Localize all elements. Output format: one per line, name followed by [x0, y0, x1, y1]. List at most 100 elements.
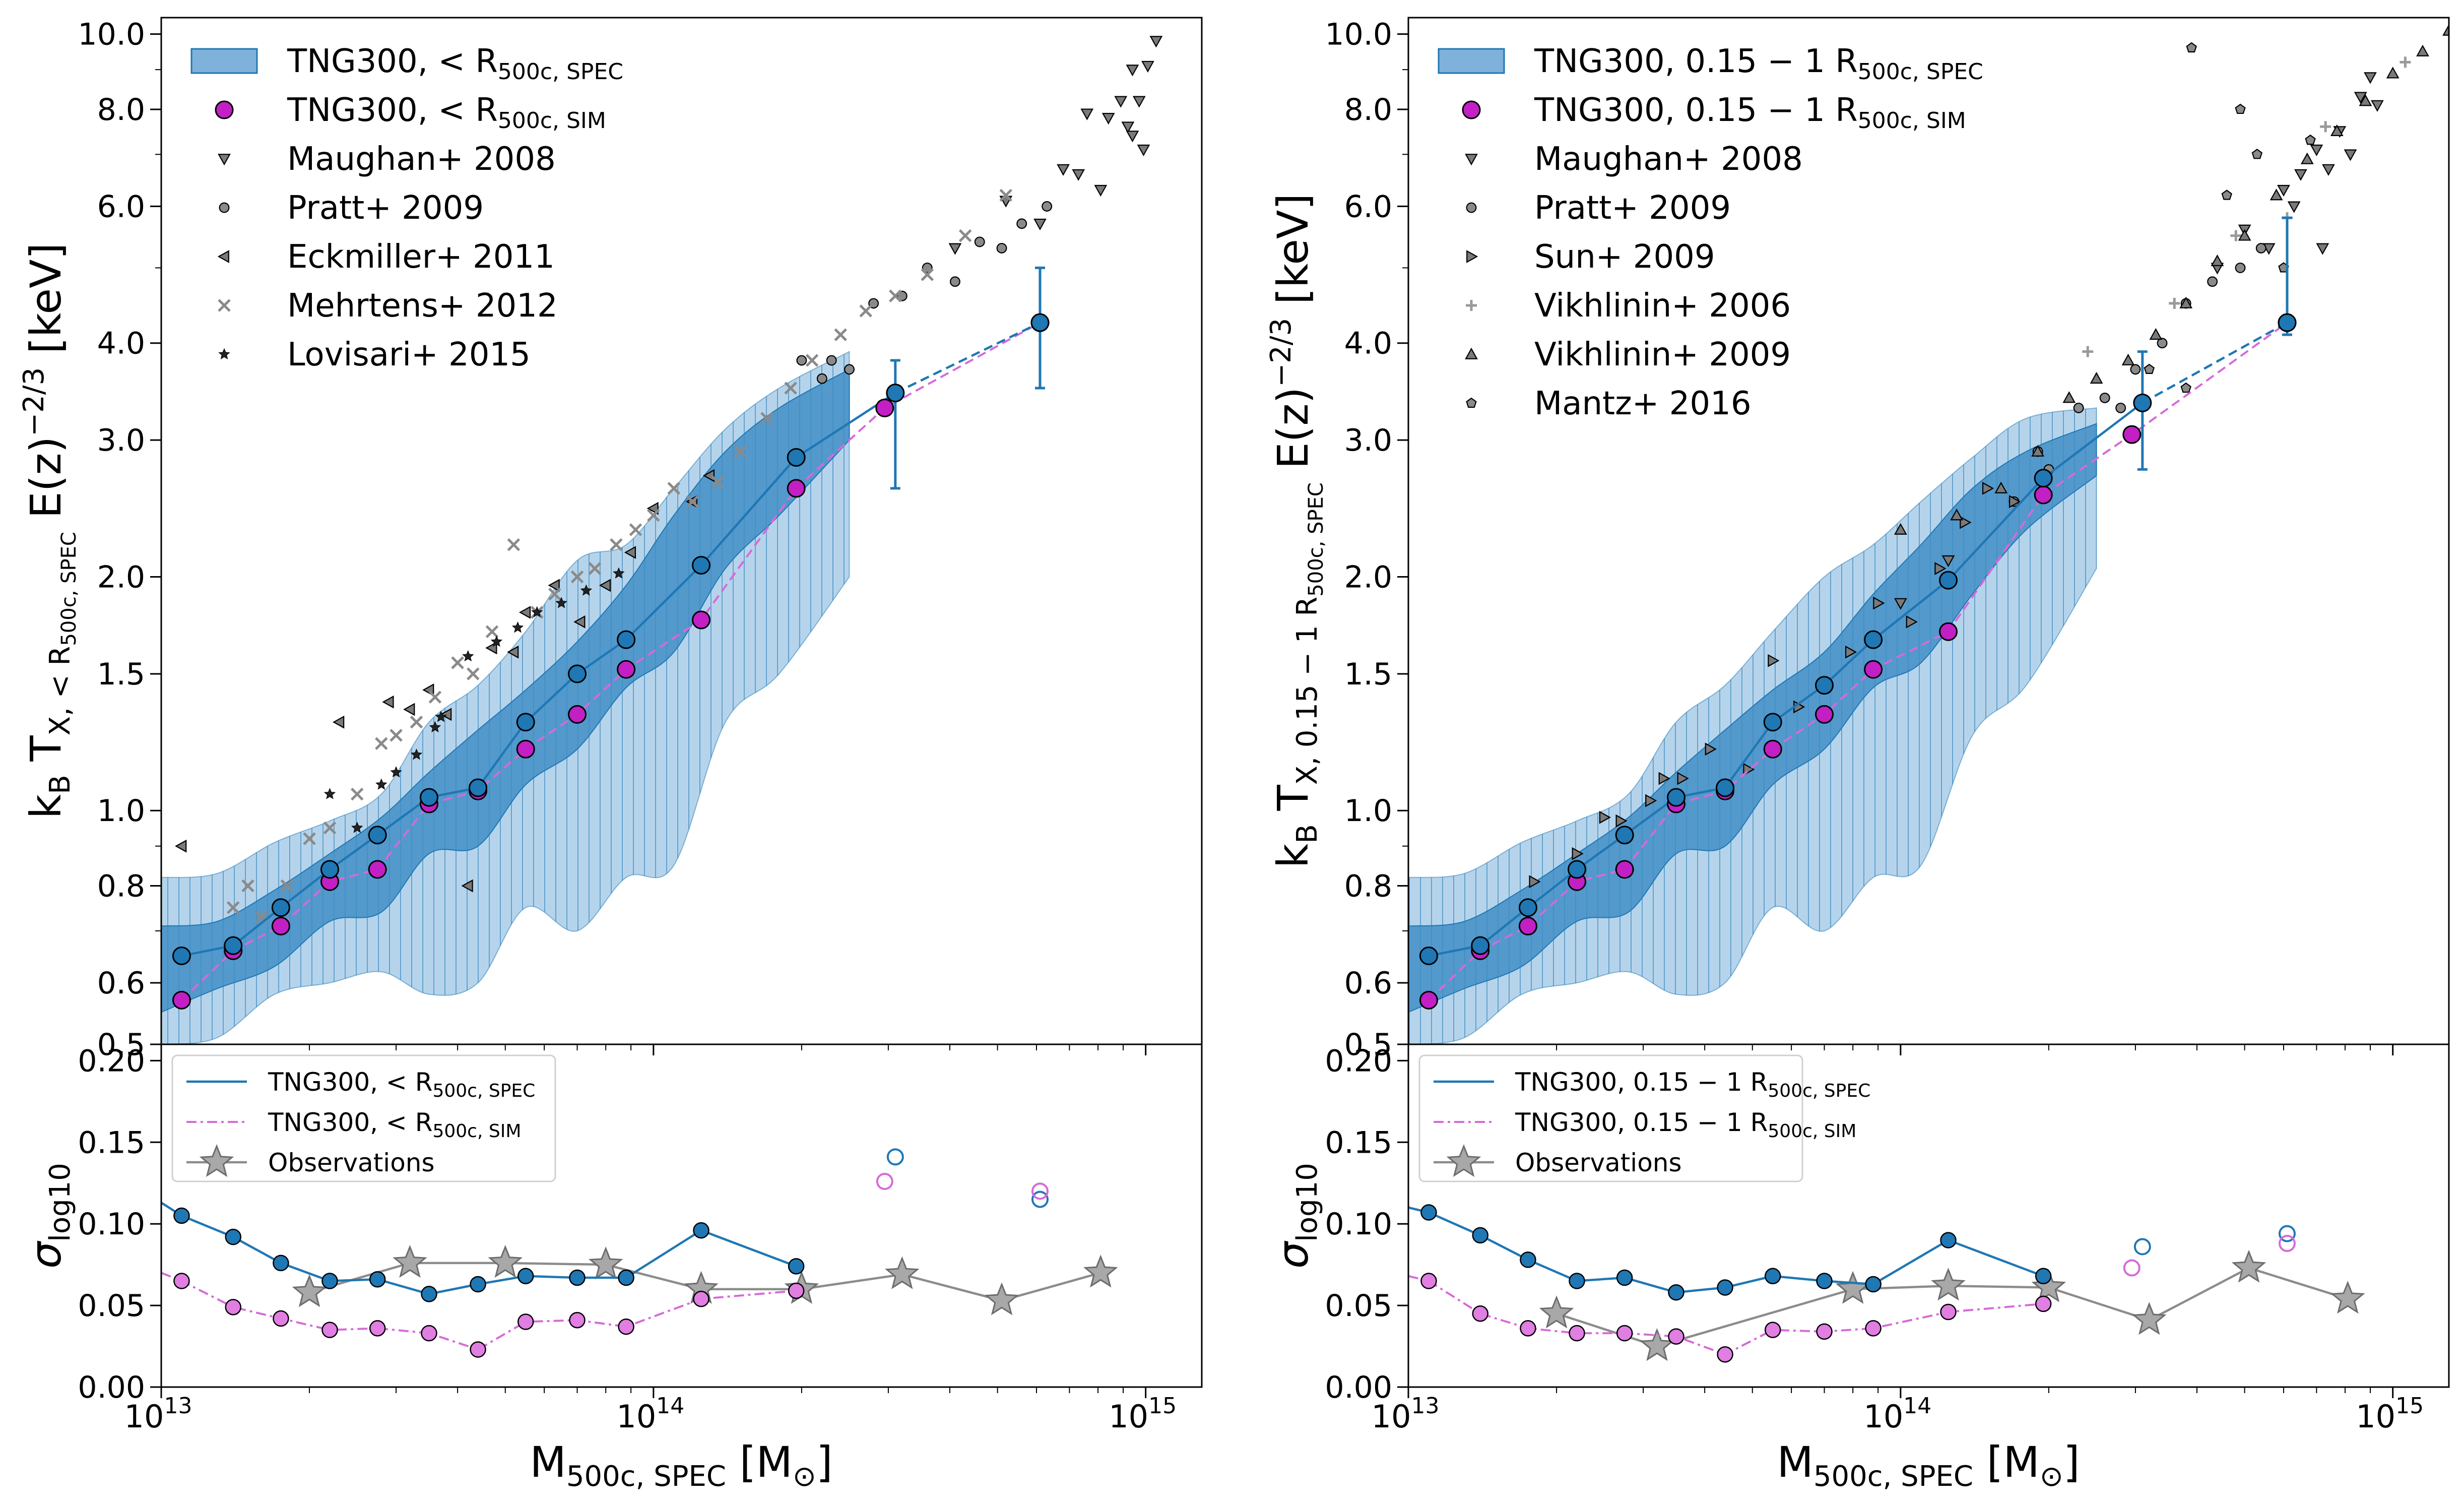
- x-tick-exp: 14: [656, 1393, 684, 1419]
- legend-text: Maughan+ 2008: [1534, 141, 1803, 178]
- obs-point: [834, 328, 848, 341]
- legend-sub: 500c, SIM: [432, 1121, 521, 1142]
- sim-scatter-point: [1940, 1303, 1957, 1321]
- x-tick-label: 1015: [1109, 1393, 1177, 1435]
- obs-point: [2359, 94, 2372, 106]
- obs-point: [1126, 131, 1139, 143]
- legend-math: < R: [438, 92, 497, 129]
- y-tick-label: 0.20: [1325, 1043, 1392, 1079]
- sim-median-point: [2034, 485, 2053, 505]
- obs-point: [610, 538, 623, 551]
- legend-math: 0.15 − 1 R: [1633, 1068, 1768, 1097]
- legend-label: TNG300, 0.15 − 1 R500c, SIM: [1534, 92, 1966, 134]
- obs-point: [1016, 218, 1027, 229]
- obs-point: [2144, 363, 2155, 374]
- obs-point: [1094, 184, 1108, 197]
- legend-marker: [1465, 154, 1478, 166]
- plot-area: [161, 1148, 1118, 1358]
- x-tick-base: 10: [1372, 1398, 1411, 1435]
- obs-point: [805, 354, 819, 367]
- obs-point: [2270, 189, 2283, 201]
- legend-marker: [219, 202, 230, 213]
- obs-point: [1572, 847, 1584, 860]
- obs-point: [889, 289, 902, 302]
- obs-point: [859, 304, 872, 318]
- legend-sim-swatch: [1462, 100, 1481, 119]
- axes-frame: [160, 1043, 1203, 1388]
- obs-point: [1149, 36, 1163, 48]
- spec-median-point: [692, 555, 711, 575]
- obs-point: [2364, 72, 2377, 84]
- obs-point: [1960, 516, 1972, 529]
- obs-point: [784, 382, 797, 395]
- x-tick-label: 1014: [616, 1393, 684, 1435]
- obs-point: [440, 708, 452, 721]
- obs-pratt-2009: [796, 201, 1053, 384]
- obs-point: [375, 778, 387, 790]
- obs-point: [175, 839, 187, 853]
- sim-scatter-point: [273, 1310, 289, 1327]
- legend-obs-star: [1446, 1144, 1481, 1177]
- observation-star: [1931, 1268, 1966, 1301]
- spec-scatter-point: [1616, 1269, 1633, 1286]
- legend-label: Vikhlinin+ 2009: [1534, 336, 1791, 373]
- obs-point: [518, 606, 531, 619]
- legend-label: Pratt+ 2009: [1534, 190, 1731, 227]
- sim-median-point: [271, 916, 290, 935]
- legend-marker: [1466, 202, 1477, 213]
- legend-label: TNG300, 0.15 − 1 R500c, SPEC: [1515, 1068, 1870, 1101]
- sim-median-point: [1864, 660, 1883, 679]
- obs-point: [2221, 190, 2232, 200]
- legend-sub: 500c, SPEC: [498, 59, 623, 85]
- obs-point: [280, 879, 294, 893]
- obs-mantz-2016: [2144, 42, 2316, 393]
- obs-point: [2320, 121, 2331, 133]
- obs-point: [435, 711, 447, 722]
- left-y-axis-label: kB TX, < R500c, SPEC E(z)−2/3 [keV]: [18, 243, 81, 819]
- obs-lovisari-2015: [323, 567, 625, 833]
- spec-median-point: [2034, 469, 2053, 488]
- legend-math: < R: [386, 1108, 433, 1137]
- sim-scatter-point: [1420, 1273, 1437, 1289]
- plot-area: [161, 36, 1163, 1044]
- legend-label: Sun+ 2009: [1534, 238, 1715, 276]
- obs-point: [826, 355, 837, 366]
- sim-scatter-point: [1816, 1323, 1833, 1340]
- y-tick-label: 6.0: [97, 189, 145, 224]
- obs-point: [1894, 523, 1907, 535]
- obs-point: [2322, 164, 2335, 176]
- obs-point: [226, 901, 240, 914]
- spec-scatter-point: [618, 1269, 634, 1286]
- legend-label: Vikhlinin+ 2006: [1534, 287, 1791, 325]
- spec-scatter-point: [1420, 1204, 1437, 1221]
- spec-scatter-point: [2035, 1268, 2052, 1285]
- legend-label: Observations: [268, 1148, 435, 1177]
- sim-median-point: [568, 705, 587, 724]
- sim-median-point: [875, 398, 894, 417]
- obs-point: [333, 715, 345, 729]
- legend-math: < R: [386, 1068, 433, 1097]
- legend-band-swatch: [190, 48, 258, 74]
- open-circle: [2278, 1235, 2296, 1252]
- obs-point: [507, 645, 519, 659]
- obs-point: [2235, 262, 2246, 273]
- right-x-axis-label: M500c, SPEC [M⊙]: [1777, 1437, 2080, 1493]
- spec-median-point: [1471, 936, 1490, 955]
- obs-point: [548, 588, 561, 601]
- sim-scatter-point: [1520, 1320, 1536, 1337]
- sim-scatter-point: [1616, 1325, 1633, 1342]
- sim-scatter-point: [1717, 1346, 1733, 1363]
- sim-scatter-point: [173, 1273, 190, 1289]
- obs-point: [2400, 56, 2411, 68]
- obs-point: [2230, 230, 2242, 241]
- obs-point: [1141, 60, 1154, 73]
- obs-point: [2062, 391, 2076, 403]
- sim-median-point: [516, 739, 535, 759]
- obs-point: [467, 667, 480, 680]
- x-tick-label: 1014: [1863, 1393, 1931, 1435]
- sim-scatter-point: [618, 1318, 634, 1335]
- sim-scatter-point: [369, 1320, 386, 1337]
